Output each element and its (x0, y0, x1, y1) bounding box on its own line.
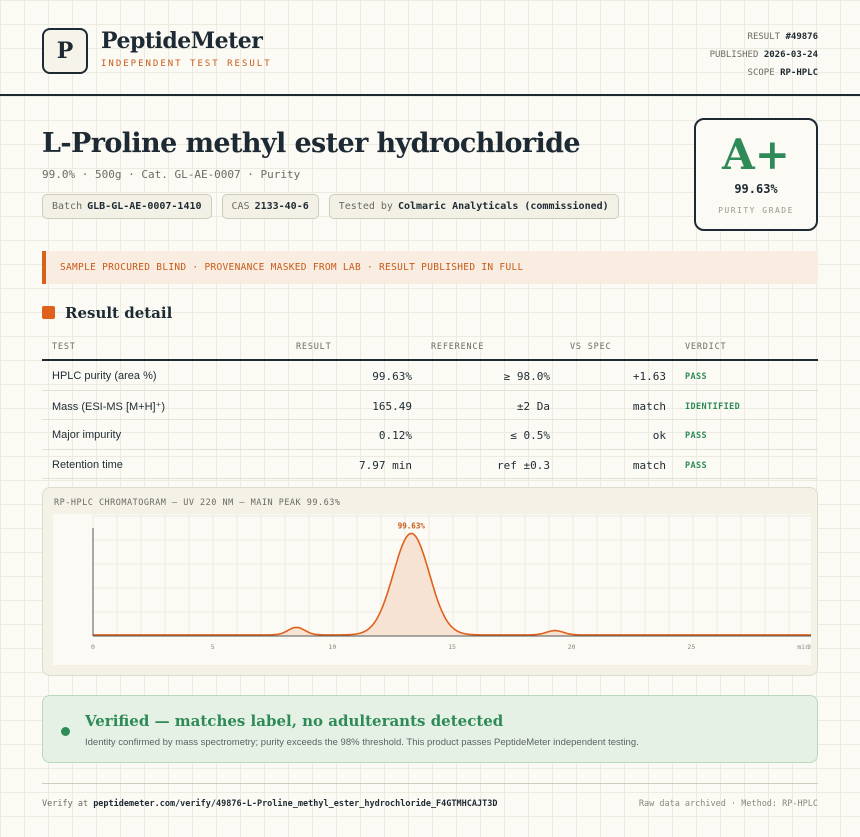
cell-verdict: PASS (685, 460, 708, 471)
cell-reference: ±2 Da (516, 399, 550, 413)
section-title: Result detail (65, 304, 173, 322)
cell-test: HPLC purity (area %) (52, 370, 157, 382)
grade-label: PURITY GRADE (718, 206, 794, 215)
cell-vs-spec: +1.63 (632, 370, 666, 383)
cell-verdict: IDENTIFIED (685, 401, 741, 412)
cell-verdict: PASS (685, 431, 708, 441)
cas-chip: CAS 2133-40-6 (221, 194, 319, 219)
section-marker (42, 306, 55, 319)
table-row: Retention time 7.97 min ref ±0.3 match P… (42, 450, 818, 479)
grade-letter: A+ (722, 130, 790, 179)
scope-value: RP-HPLC (780, 68, 818, 78)
cell-result: 7.97 min (359, 458, 412, 472)
cell-vs-spec: match (632, 399, 666, 413)
cell-result: 99.63% (372, 370, 412, 383)
table-row: HPLC purity (area %) 99.63% ≥ 98.0% +1.6… (42, 361, 818, 391)
published-line: PUBLISHED 2026-03-24 (709, 50, 818, 60)
chromatogram-panel: RP-HPLC CHROMATOGRAM — UV 220 NM — MAIN … (42, 487, 818, 676)
x-axis-unit: min (797, 643, 809, 651)
published-date: 2026-03-24 (763, 50, 818, 60)
verified-title: Verified — matches label, no adulterants… (85, 712, 504, 730)
verify-label: Verify at (42, 799, 89, 809)
chromatogram-plot: 0 5 10 15 20 25 30min 99.63% (53, 514, 811, 665)
verify-link[interactable]: peptidemeter.com/verify/49876-L-Proline_… (93, 799, 498, 809)
chromatogram-title: RP-HPLC CHROMATOGRAM — UV 220 NM — MAIN … (54, 498, 341, 508)
batch-chip: Batch GLB-GL-AE-0007-1410 (42, 194, 212, 219)
brand-logo: P (42, 28, 88, 74)
footer-verify: Verify at peptidemeter.com/verify/49876-… (42, 799, 497, 809)
peak-label: 99.63% (398, 521, 426, 530)
footer-divider (42, 783, 818, 784)
verified-banner: Verified — matches label, no adulterants… (42, 695, 818, 763)
footer-archive-note: Raw data archived · Method: RP-HPLC (638, 799, 818, 809)
peak-area (93, 533, 811, 636)
verified-dot-icon (61, 727, 70, 736)
x-tick-label: 0 (91, 643, 95, 651)
purity-grade-card: A+ 99.63% PURITY GRADE (694, 118, 818, 231)
cell-test: Major impurity (52, 429, 122, 441)
result-id: #49876 (785, 32, 818, 42)
cell-reference: ref ±0.3 (497, 458, 550, 472)
product-subtitle: 99.0% · 500g · Cat. GL-AE-0007 · Purity (42, 168, 301, 181)
cell-result: 165.49 (372, 399, 412, 413)
x-tick-label: 15 (448, 643, 456, 651)
cell-test: Mass (ESI-MS [M+H]⁺) (52, 400, 166, 413)
cell-test: Retention time (52, 458, 123, 471)
x-tick-label: 30 (807, 643, 811, 651)
x-tick-label: 10 (328, 643, 336, 651)
cell-vs-spec: ok (652, 429, 666, 442)
grade-percent: 99.63% (734, 182, 778, 196)
table-row: Mass (ESI-MS [M+H]⁺) 165.49 ±2 Da match … (42, 391, 818, 420)
cell-verdict: PASS (685, 372, 708, 382)
x-tick-label: 5 (211, 643, 215, 651)
brand-subtitle: INDEPENDENT TEST RESULT (101, 59, 272, 69)
report-meta: RESULT #49876 PUBLISHED 2026-03-24 SCOPE… (710, 28, 818, 82)
x-tick-label: 25 (687, 643, 695, 651)
header-reference: REFERENCE (431, 342, 485, 352)
result-table: TEST RESULT REFERENCE VS SPEC VERDICT HP… (42, 338, 818, 479)
cell-reference: ≤ 0.5% (510, 429, 550, 442)
header-vs-spec: VS SPEC (570, 342, 612, 352)
report-header: P PeptideMeter INDEPENDENT TEST RESULT R… (0, 0, 860, 96)
result-id-line: RESULT #49876 (747, 32, 818, 42)
product-chips: Batch GLB-GL-AE-0007-1410 CAS 2133-40-6 Te… (42, 194, 619, 219)
signal-line (93, 532, 811, 636)
cell-vs-spec: match (632, 458, 666, 472)
product-title: L-Proline methyl ester hydrochloride (42, 128, 581, 159)
cell-result: 0.12% (378, 429, 412, 442)
procurement-notice: SAMPLE PROCURED BLIND · PROVENANCE MASKE… (42, 251, 818, 284)
table-row: Major impurity 0.12% ≤ 0.5% ok PASS (42, 420, 818, 450)
header-verdict: VERDICT (685, 342, 727, 352)
brand-name: PeptideMeter (101, 28, 263, 54)
chromatogram-chart: 0 5 10 15 20 25 30min 99.63% (91, 514, 811, 651)
header-result: RESULT (296, 342, 332, 352)
x-tick-label: 20 (568, 643, 576, 651)
verified-text: Identity confirmed by mass spectrometry;… (85, 737, 639, 748)
cell-reference: ≥ 98.0% (503, 370, 550, 383)
table-header: TEST RESULT REFERENCE VS SPEC VERDICT (42, 338, 818, 361)
header-test: TEST (52, 342, 76, 352)
tested-by-chip: Tested by Colmaric Analyticals (commissio… (328, 194, 619, 219)
scope-line: SCOPE RP-HPLC (747, 68, 818, 78)
